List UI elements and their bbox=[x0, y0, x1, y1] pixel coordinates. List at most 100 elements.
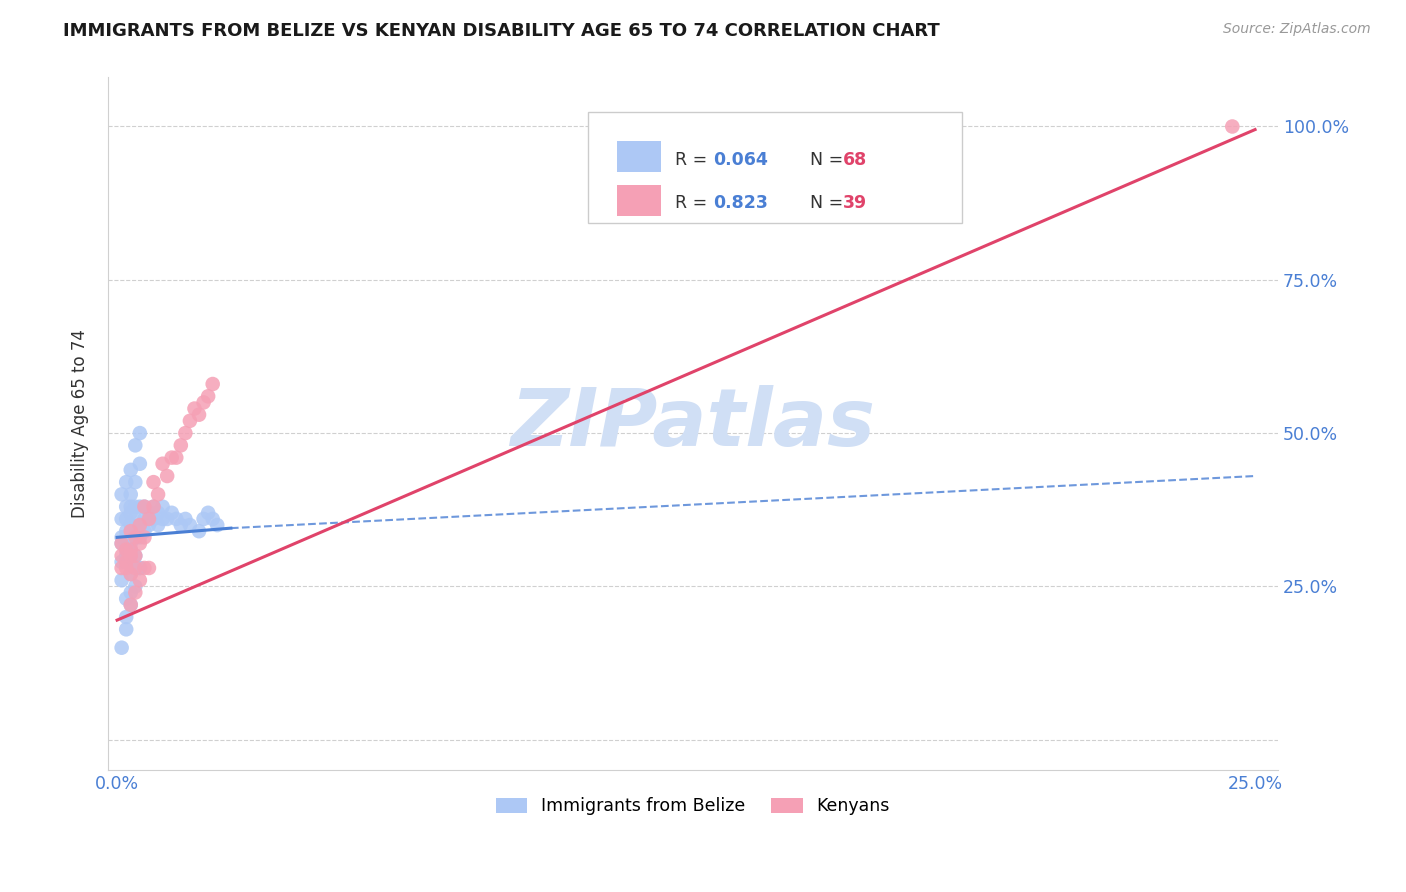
Point bbox=[138, 512, 160, 526]
Y-axis label: Disability Age 65 to 74: Disability Age 65 to 74 bbox=[72, 329, 89, 518]
Point bbox=[120, 524, 142, 539]
Point bbox=[170, 518, 193, 533]
Point bbox=[120, 549, 142, 563]
Point bbox=[156, 469, 179, 483]
Point bbox=[142, 512, 165, 526]
Point bbox=[128, 561, 150, 575]
Point bbox=[142, 500, 165, 514]
Point bbox=[120, 542, 142, 557]
Point bbox=[174, 426, 197, 441]
Point bbox=[115, 524, 138, 539]
Point bbox=[124, 524, 146, 539]
Point bbox=[152, 500, 174, 514]
FancyBboxPatch shape bbox=[588, 112, 962, 223]
Text: 39: 39 bbox=[842, 194, 866, 212]
Point bbox=[128, 426, 150, 441]
Point bbox=[165, 450, 187, 465]
Point bbox=[111, 574, 134, 588]
Point bbox=[142, 475, 165, 490]
Text: 0.823: 0.823 bbox=[713, 194, 768, 212]
Text: Source: ZipAtlas.com: Source: ZipAtlas.com bbox=[1223, 22, 1371, 37]
Point bbox=[115, 610, 138, 624]
Point bbox=[152, 457, 174, 471]
Point bbox=[188, 408, 211, 422]
Point bbox=[115, 549, 138, 563]
Point bbox=[120, 487, 142, 501]
Point bbox=[160, 450, 183, 465]
Point bbox=[115, 500, 138, 514]
Point bbox=[138, 561, 160, 575]
Point bbox=[165, 512, 187, 526]
Point bbox=[201, 377, 224, 392]
Point bbox=[179, 414, 201, 428]
Text: ZIPatlas: ZIPatlas bbox=[510, 384, 876, 463]
Point bbox=[128, 530, 150, 544]
Text: IMMIGRANTS FROM BELIZE VS KENYAN DISABILITY AGE 65 TO 74 CORRELATION CHART: IMMIGRANTS FROM BELIZE VS KENYAN DISABIL… bbox=[63, 22, 941, 40]
Point bbox=[115, 591, 138, 606]
Point bbox=[146, 487, 169, 501]
Point bbox=[128, 561, 150, 575]
Point bbox=[134, 500, 156, 514]
Text: N =: N = bbox=[810, 194, 849, 212]
Point bbox=[120, 555, 142, 569]
Point bbox=[120, 530, 142, 544]
Point bbox=[115, 475, 138, 490]
Point bbox=[170, 438, 193, 452]
Text: R =: R = bbox=[675, 194, 713, 212]
Point bbox=[111, 555, 134, 569]
Point bbox=[120, 536, 142, 550]
Point bbox=[146, 518, 169, 533]
Point bbox=[115, 542, 138, 557]
Point bbox=[120, 549, 142, 563]
Point bbox=[124, 530, 146, 544]
Point bbox=[111, 512, 134, 526]
Point bbox=[111, 487, 134, 501]
Point bbox=[138, 518, 160, 533]
Point bbox=[111, 640, 134, 655]
Point bbox=[124, 512, 146, 526]
Point bbox=[174, 512, 197, 526]
Point bbox=[134, 512, 156, 526]
Point bbox=[124, 475, 146, 490]
Point bbox=[124, 585, 146, 599]
Text: R =: R = bbox=[675, 151, 713, 169]
Point bbox=[142, 500, 165, 514]
Point bbox=[115, 512, 138, 526]
Bar bbox=[617, 141, 661, 172]
Point bbox=[111, 536, 134, 550]
Point bbox=[111, 536, 134, 550]
Point bbox=[193, 395, 215, 409]
Point bbox=[179, 518, 201, 533]
Text: 68: 68 bbox=[842, 151, 868, 169]
Point bbox=[111, 561, 134, 575]
Point bbox=[201, 512, 224, 526]
Point bbox=[120, 524, 142, 539]
Point bbox=[128, 574, 150, 588]
Point bbox=[1220, 120, 1243, 134]
Point bbox=[120, 567, 142, 582]
Point bbox=[128, 518, 150, 533]
Point bbox=[193, 512, 215, 526]
Point bbox=[197, 389, 219, 403]
Point bbox=[124, 549, 146, 563]
Point bbox=[120, 598, 142, 612]
Point bbox=[124, 438, 146, 452]
Text: N =: N = bbox=[810, 151, 849, 169]
Point bbox=[115, 555, 138, 569]
Point bbox=[120, 518, 142, 533]
Point bbox=[207, 518, 229, 533]
Point bbox=[197, 506, 219, 520]
Point bbox=[120, 500, 142, 514]
Point bbox=[115, 561, 138, 575]
Point bbox=[124, 549, 146, 563]
Point bbox=[146, 506, 169, 520]
Legend: Immigrants from Belize, Kenyans: Immigrants from Belize, Kenyans bbox=[488, 789, 898, 824]
Point bbox=[124, 500, 146, 514]
Point bbox=[160, 506, 183, 520]
Point bbox=[152, 512, 174, 526]
Point bbox=[134, 500, 156, 514]
Point bbox=[128, 518, 150, 533]
Point bbox=[111, 530, 134, 544]
Point bbox=[124, 530, 146, 544]
Point bbox=[124, 561, 146, 575]
